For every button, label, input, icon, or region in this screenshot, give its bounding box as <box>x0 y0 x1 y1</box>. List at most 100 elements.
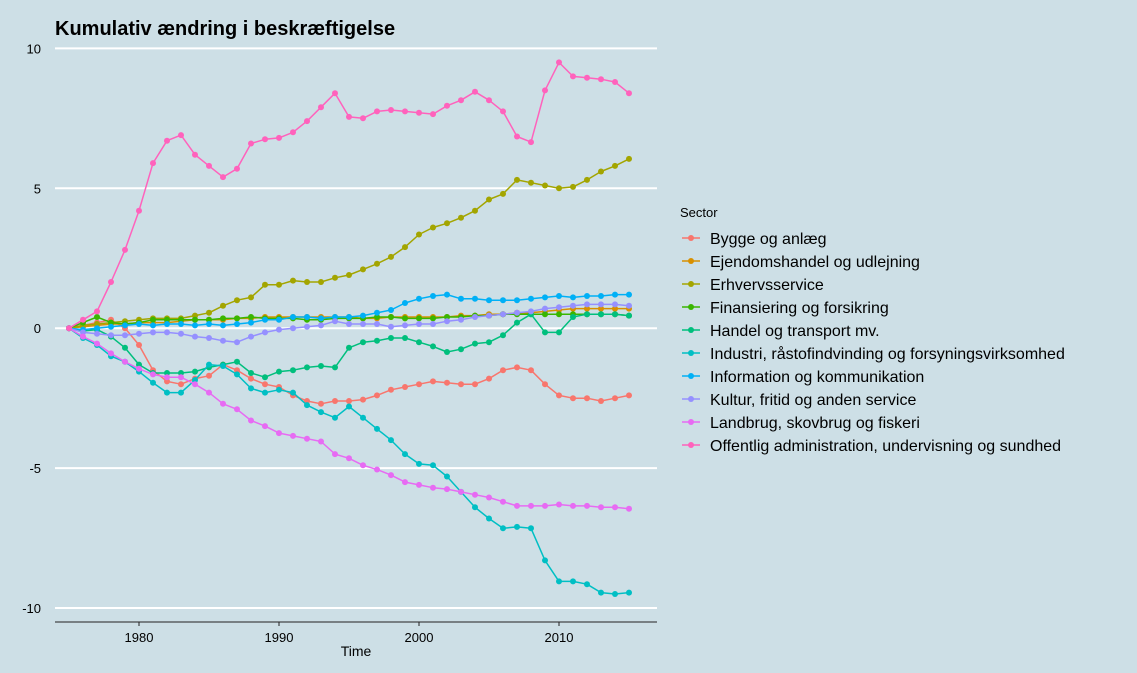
data-point <box>318 409 324 416</box>
data-point <box>458 295 464 302</box>
data-point <box>556 329 562 336</box>
data-point <box>360 266 366 273</box>
data-point <box>150 160 156 167</box>
data-point <box>150 371 156 378</box>
data-point <box>206 389 212 396</box>
data-point <box>206 372 212 379</box>
data-point <box>220 363 226 369</box>
data-point <box>514 319 520 326</box>
data-point <box>262 381 268 388</box>
x-tick-label: 2000 <box>405 630 434 645</box>
legend-key-point <box>688 350 694 356</box>
data-point <box>346 321 352 327</box>
data-point <box>234 371 240 378</box>
data-point <box>276 316 282 323</box>
data-point <box>430 315 436 322</box>
data-point <box>374 337 380 344</box>
data-point <box>80 333 86 340</box>
legend-label: Bygge og anlæg <box>710 231 827 248</box>
data-point <box>500 297 506 304</box>
data-point <box>570 302 576 309</box>
data-point <box>234 406 240 413</box>
data-point <box>94 308 100 315</box>
data-point <box>234 367 240 374</box>
data-point <box>178 321 184 327</box>
data-point <box>332 274 338 281</box>
legend-entry: Industri, råstofindvinding og forsynings… <box>682 345 1065 363</box>
legend-key-point <box>688 373 694 379</box>
data-point <box>262 316 268 323</box>
data-point <box>626 589 632 596</box>
data-point <box>542 329 548 336</box>
data-point <box>192 151 198 158</box>
data-point <box>192 322 198 329</box>
data-point <box>556 293 562 299</box>
data-point <box>598 168 604 175</box>
data-point <box>514 364 520 371</box>
legend-label: Landbrug, skovbrug og fiskeri <box>710 415 920 432</box>
data-point <box>374 309 380 316</box>
data-point <box>430 224 436 231</box>
data-point <box>122 344 128 351</box>
data-point <box>542 502 548 509</box>
data-point <box>626 302 632 309</box>
data-point <box>570 314 576 320</box>
data-point <box>262 423 268 430</box>
data-point <box>486 297 492 304</box>
x-axis <box>55 621 657 626</box>
data-point <box>514 502 520 509</box>
data-point <box>416 231 422 238</box>
data-point <box>304 118 310 125</box>
data-point <box>402 451 408 458</box>
data-point <box>304 435 310 442</box>
data-point <box>556 59 562 66</box>
data-point <box>388 314 394 320</box>
data-point <box>122 332 128 339</box>
data-point <box>164 329 170 336</box>
y-tick-labels: 10 5 0 -5 -10 <box>22 41 41 616</box>
data-point <box>570 578 576 585</box>
data-point <box>360 414 366 421</box>
data-point <box>150 379 156 386</box>
data-point <box>374 260 380 267</box>
x-tick-label: 2010 <box>545 630 574 645</box>
series-group <box>66 59 632 597</box>
data-point <box>444 318 450 325</box>
data-point <box>276 386 282 393</box>
y-tick-label: -10 <box>22 601 41 616</box>
data-point <box>220 322 226 329</box>
data-point <box>346 314 352 320</box>
data-point <box>374 425 380 432</box>
data-point <box>304 398 310 404</box>
data-point <box>136 321 142 327</box>
data-point <box>388 437 394 444</box>
legend-key-point <box>688 419 694 425</box>
data-point <box>304 364 310 371</box>
data-point <box>360 339 366 346</box>
data-point <box>402 315 408 322</box>
data-point <box>528 502 534 509</box>
data-point <box>248 385 254 392</box>
data-point <box>234 339 240 346</box>
data-point <box>192 377 198 383</box>
data-point <box>402 108 408 115</box>
data-point <box>612 305 618 312</box>
data-point <box>472 504 478 511</box>
data-point <box>570 395 576 402</box>
data-point <box>430 378 436 385</box>
data-point <box>542 305 548 312</box>
data-point <box>108 332 114 339</box>
data-point <box>556 578 562 585</box>
data-point <box>598 504 604 511</box>
data-point <box>598 76 604 83</box>
data-point <box>374 108 380 115</box>
data-point <box>514 309 520 316</box>
data-point <box>584 301 590 308</box>
data-point <box>444 314 450 320</box>
data-point <box>556 392 562 399</box>
data-point <box>416 109 422 116</box>
data-point <box>612 301 618 308</box>
data-point <box>192 381 198 388</box>
data-point <box>584 581 590 588</box>
data-point <box>248 314 254 320</box>
